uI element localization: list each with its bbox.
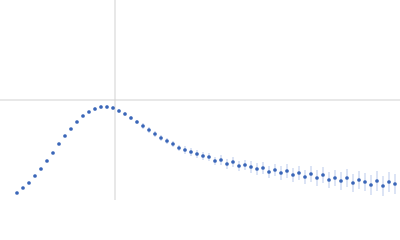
data-point [381,184,385,188]
data-point [303,175,307,179]
data-point [321,173,325,177]
data-point [177,146,181,150]
data-point [237,164,241,168]
data-point [57,142,61,146]
data-point [309,172,313,176]
data-point [75,120,79,124]
data-point [159,136,163,140]
data-point [147,128,151,132]
data-point [339,179,343,183]
data-point [105,105,109,109]
data-point [279,171,283,175]
data-point [243,163,247,167]
data-point [123,112,127,116]
data-point [45,159,49,163]
data-point [225,162,229,166]
data-point [129,116,133,120]
data-point [351,181,355,185]
data-point [135,120,139,124]
data-point [345,176,349,180]
data-point [285,169,289,173]
data-point [27,181,31,185]
data-point [255,167,259,171]
data-point [33,174,37,178]
data-point [393,182,397,186]
data-point [15,191,19,195]
data-point [51,151,55,155]
data-point [291,173,295,177]
data-point [249,165,253,169]
data-point [141,124,145,128]
data-point [267,170,271,174]
data-point [171,142,175,146]
data-point [327,178,331,182]
data-point [213,159,217,163]
data-point [231,160,235,164]
data-point [111,106,115,110]
data-point [117,109,121,113]
data-point [387,180,391,184]
data-point [93,107,97,111]
data-point [369,183,373,187]
data-point [81,114,85,118]
data-point [201,154,205,158]
data-point [63,134,67,138]
data-point [315,176,319,180]
data-point [357,178,361,182]
data-point [261,166,265,170]
data-point [363,180,367,184]
data-point [195,152,199,156]
data-point [219,158,223,162]
data-point [189,150,193,154]
chart [0,0,400,200]
data-point [87,110,91,114]
data-point [273,168,277,172]
data-point [333,176,337,180]
data-point [183,148,187,152]
data-point [69,127,73,131]
data-point [375,179,379,183]
data-point [207,155,211,159]
data-point [153,132,157,136]
data-point [165,139,169,143]
data-point [39,167,43,171]
data-point [99,105,103,109]
data-point [21,186,25,190]
data-point [297,171,301,175]
